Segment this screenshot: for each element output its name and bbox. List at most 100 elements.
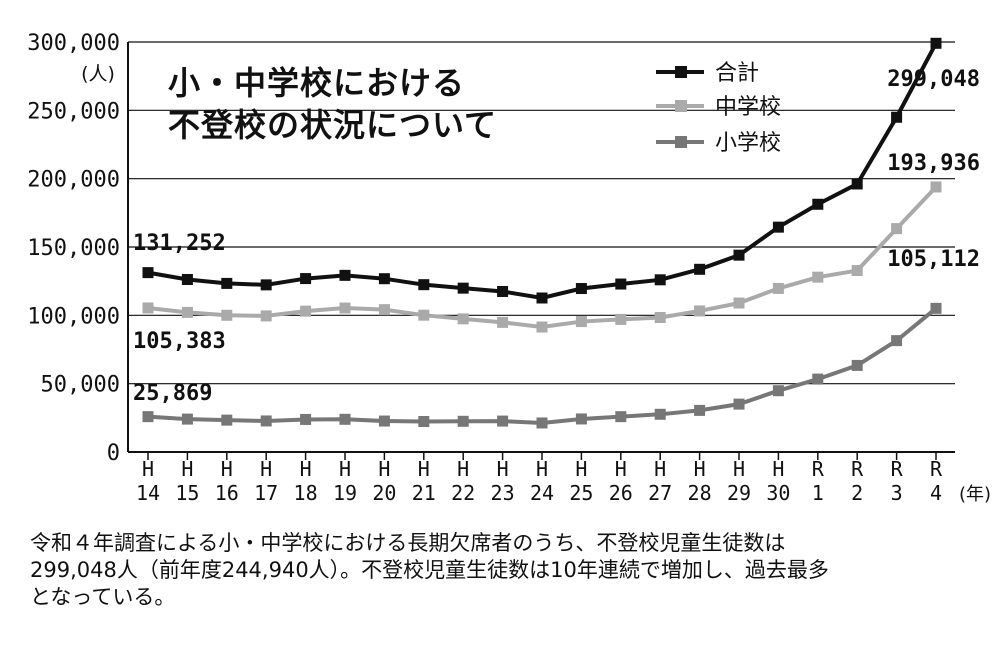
x-tick-label-era: H xyxy=(575,457,587,481)
data-point xyxy=(891,111,903,123)
data-point xyxy=(260,279,272,291)
data-point xyxy=(772,385,784,397)
data-point xyxy=(260,310,272,322)
x-tick-label-year: 26 xyxy=(609,481,633,505)
data-point xyxy=(418,415,430,427)
data-point xyxy=(457,282,469,294)
x-tick-label-era: H xyxy=(536,457,548,481)
data-point xyxy=(733,398,745,410)
data-point xyxy=(378,304,390,316)
data-point xyxy=(418,279,430,291)
x-tick-label-year: 27 xyxy=(648,481,672,505)
x-tick-label-year: 16 xyxy=(215,481,239,505)
x-tick-label-era: H xyxy=(497,457,509,481)
y-tick-label: 150,000 xyxy=(27,236,120,261)
x-tick-label-era: H xyxy=(418,457,430,481)
x-tick-label-year: 21 xyxy=(412,481,436,505)
data-point xyxy=(615,411,627,423)
data-point xyxy=(221,414,233,426)
data-point xyxy=(812,373,824,385)
data-point xyxy=(851,265,863,277)
x-tick-label-era: H xyxy=(221,457,233,481)
x-tick-label-era: H xyxy=(654,457,666,481)
legend-marker xyxy=(675,100,687,112)
caption: 令和４年調査による小・中学校における長期欠席者のうち、不登校児童生徒数は 299… xyxy=(30,530,980,611)
data-point xyxy=(575,316,587,328)
x-tick-label-year: 14 xyxy=(136,481,160,505)
x-tick-label-era: H xyxy=(142,457,154,481)
x-tick-label-year: 28 xyxy=(688,481,712,505)
data-point xyxy=(654,274,666,286)
data-point xyxy=(378,415,390,427)
x-tick-label-year: 3 xyxy=(891,481,903,505)
data-label: 193,936 xyxy=(887,151,980,176)
x-tick-label-era: H xyxy=(339,457,351,481)
data-point xyxy=(812,198,824,210)
data-point xyxy=(181,273,193,285)
data-label: 131,252 xyxy=(133,231,226,256)
x-tick-label-year: 20 xyxy=(372,481,396,505)
legend-label: 中学校 xyxy=(715,95,781,120)
data-point xyxy=(142,267,154,279)
data-label: 105,112 xyxy=(887,247,980,272)
data-point xyxy=(733,249,745,261)
data-point xyxy=(891,223,903,235)
y-tick-label: 50,000 xyxy=(41,373,120,398)
data-point xyxy=(457,415,469,427)
x-tick-label-year: 19 xyxy=(333,481,357,505)
data-point xyxy=(300,305,312,317)
data-point xyxy=(378,273,390,285)
chart-title: 小・中学校における 不登校の状況について xyxy=(168,62,497,146)
data-point xyxy=(181,413,193,425)
x-tick-label-year: 4 xyxy=(930,481,942,505)
data-point xyxy=(457,313,469,325)
data-point xyxy=(142,411,154,423)
data-point xyxy=(851,178,863,190)
data-point xyxy=(694,305,706,317)
data-point xyxy=(930,181,942,193)
data-point xyxy=(575,413,587,425)
x-tick-label-year: 29 xyxy=(727,481,751,505)
data-point xyxy=(300,273,312,285)
y-tick-label: 100,000 xyxy=(27,304,120,329)
caption-line: 299,048人（前年度244,940人）。不登校児童生徒数は10年連続で増加し… xyxy=(30,558,829,582)
data-point xyxy=(772,221,784,233)
x-tick-label-era: H xyxy=(694,457,706,481)
data-point xyxy=(536,292,548,304)
data-point xyxy=(694,263,706,275)
x-tick-label-year: 2 xyxy=(851,481,863,505)
x-tick-label-era: H xyxy=(260,457,272,481)
x-axis-unit: (年) xyxy=(959,484,991,505)
data-point xyxy=(181,306,193,318)
data-point xyxy=(694,404,706,416)
data-label: 299,048 xyxy=(887,67,980,92)
data-label: 105,383 xyxy=(133,329,226,354)
x-tick-label-era: H xyxy=(181,457,193,481)
y-tick-label: 200,000 xyxy=(27,168,120,193)
data-point xyxy=(654,312,666,324)
x-tick-label-year: 30 xyxy=(766,481,790,505)
x-tick-label-era: R xyxy=(891,457,904,481)
y-tick-label: 0 xyxy=(107,441,120,466)
legend-marker xyxy=(675,136,687,148)
data-point xyxy=(851,359,863,371)
data-point xyxy=(497,316,509,328)
y-tick-label: 300,000 xyxy=(27,31,120,56)
x-tick-label-era: H xyxy=(615,457,627,481)
data-point xyxy=(891,335,903,347)
data-point xyxy=(300,413,312,425)
line-chart: 0 50,000 100,000 150,000 200,000 250,000 300,0… xyxy=(27,31,991,505)
legend-label: 小学校 xyxy=(715,131,781,156)
data-point xyxy=(260,415,272,427)
data-point xyxy=(142,302,154,314)
chart-title-line-1: 小・中学校における xyxy=(168,64,466,102)
x-tick-label-year: 25 xyxy=(569,481,593,505)
x-tick-label-era: H xyxy=(457,457,469,481)
data-point xyxy=(536,417,548,429)
data-point xyxy=(536,321,548,333)
data-point xyxy=(930,37,942,49)
data-label: 25,869 xyxy=(133,381,212,406)
data-point xyxy=(812,271,824,283)
y-axis-unit: (人) xyxy=(81,63,115,85)
data-point xyxy=(339,413,351,425)
